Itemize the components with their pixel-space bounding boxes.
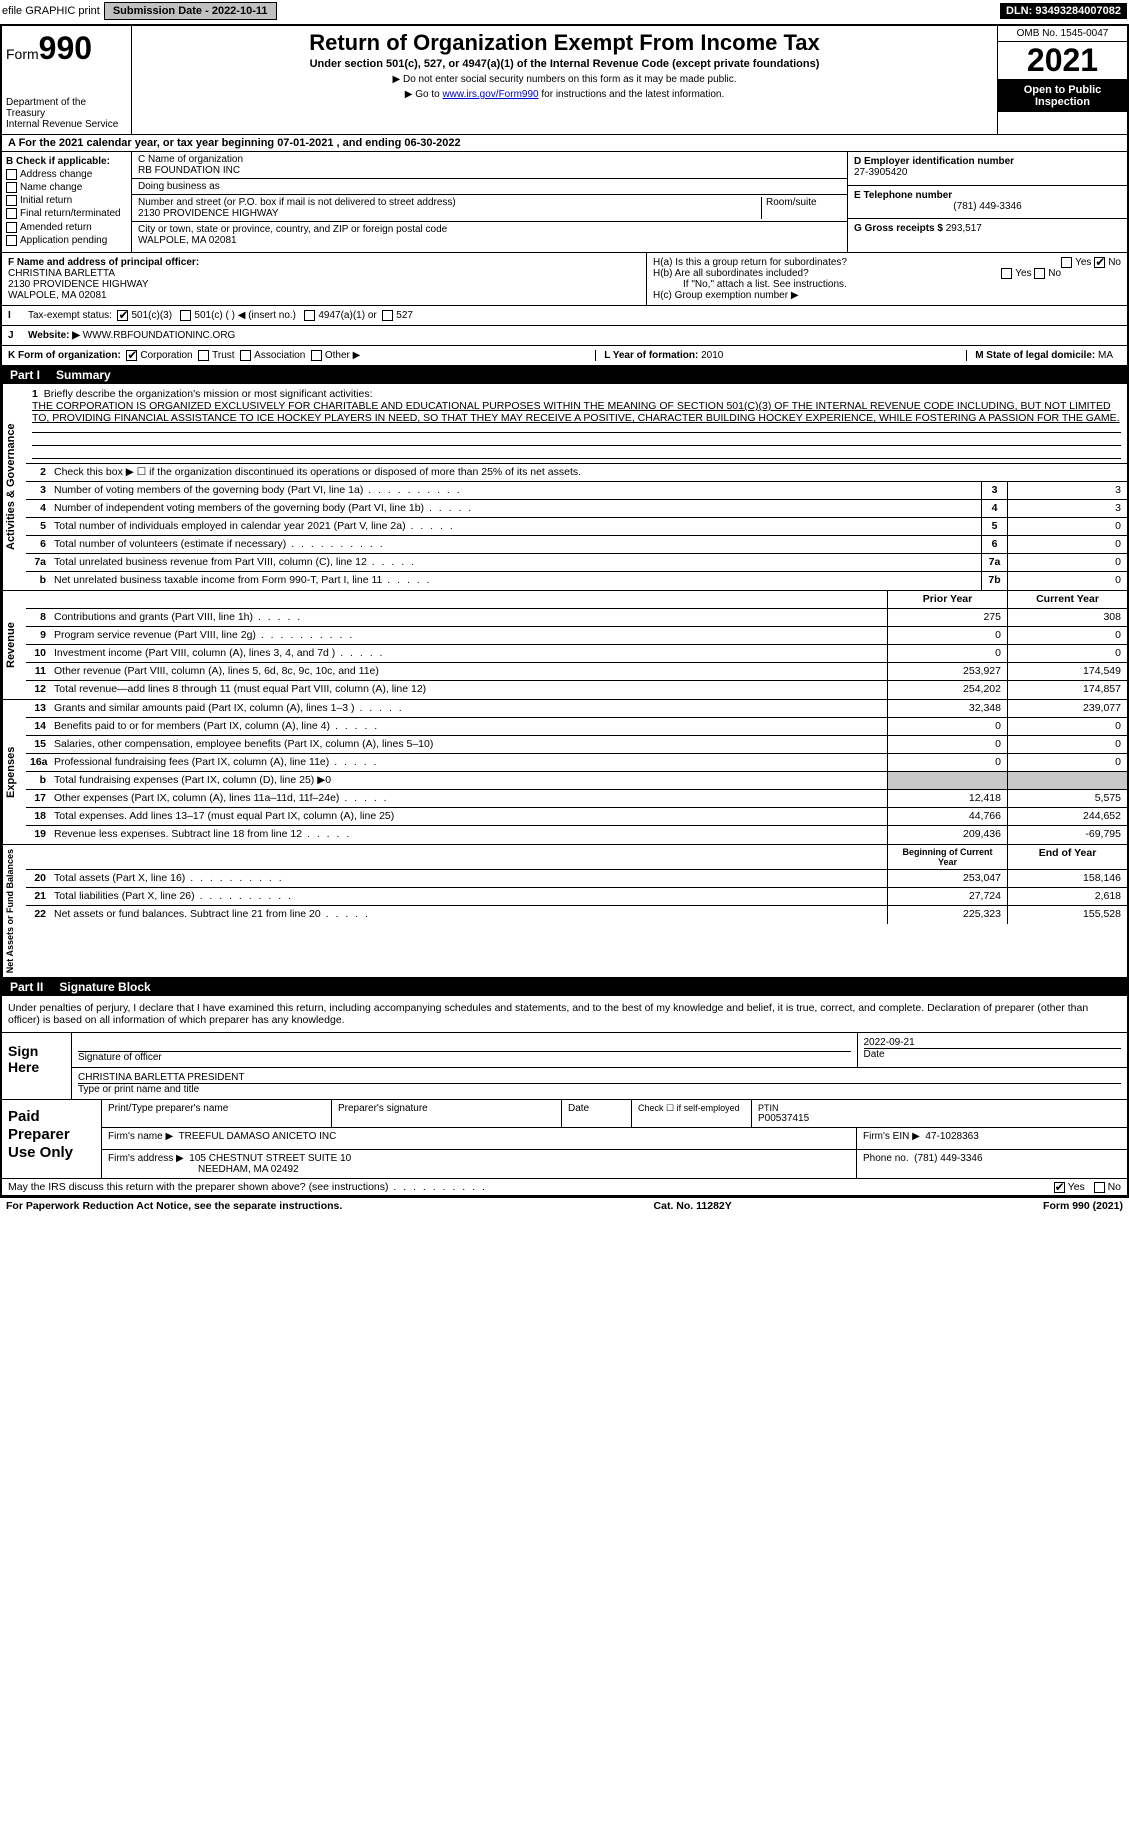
dept-label: Department of the Treasury (6, 97, 127, 119)
city-value: WALPOLE, MA 02081 (138, 235, 841, 246)
form-header: Form990 Department of the Treasury Inter… (2, 26, 1127, 135)
row-i-tax-status: I Tax-exempt status: 501(c)(3) 501(c) ( … (2, 306, 1127, 326)
firm-ein: 47-1028363 (925, 1131, 978, 1142)
mission-text: THE CORPORATION IS ORGANIZED EXCLUSIVELY… (32, 400, 1120, 424)
chk-trust[interactable] (198, 350, 209, 361)
officer-name-title: CHRISTINA BARLETTA PRESIDENT (78, 1072, 1121, 1083)
entity-block: B Check if applicable: Address change Na… (2, 152, 1127, 253)
form-990-frame: Form990 Department of the Treasury Inter… (0, 24, 1129, 1198)
gross-label: G Gross receipts $ (854, 223, 943, 234)
open-inspection: Open to Public Inspection (998, 80, 1127, 112)
phone-label: E Telephone number (854, 190, 1121, 201)
hb-no[interactable] (1034, 268, 1045, 279)
irs-label: Internal Revenue Service (6, 119, 127, 130)
omb-number: OMB No. 1545-0047 (998, 26, 1127, 42)
discuss-no[interactable] (1094, 1182, 1105, 1193)
col-b-checkboxes: B Check if applicable: Address change Na… (2, 152, 132, 252)
gov-vert-label: Activities & Governance (2, 384, 26, 590)
form-number: 990 (39, 30, 92, 66)
goto-note: ▶ Go to www.irs.gov/Form990 for instruct… (140, 89, 989, 100)
chk-assoc[interactable] (240, 350, 251, 361)
addr-value: 2130 PROVIDENCE HIGHWAY (138, 208, 761, 219)
preparer-phone: (781) 449-3346 (914, 1153, 982, 1164)
row-j-website: J Website: ▶ WWW.RBFOUNDATIONINC.ORG (2, 326, 1127, 346)
col-d-ein-phone: D Employer identification number 27-3905… (847, 152, 1127, 252)
addr-label: Number and street (or P.O. box if mail i… (138, 197, 761, 208)
group-return-h: H(a) Is this a group return for subordin… (647, 253, 1127, 305)
chk-app-pending[interactable] (6, 235, 17, 246)
efile-label: efile GRAPHIC print (2, 5, 100, 17)
ha-no[interactable] (1094, 257, 1105, 268)
sign-here-block: Sign Here Signature of officer 2022-09-2… (2, 1033, 1127, 1100)
form-word: Form (6, 46, 39, 62)
org-name: RB FOUNDATION INC (138, 165, 841, 176)
chk-address-change[interactable] (6, 169, 17, 180)
hb-yes[interactable] (1001, 268, 1012, 279)
expenses-section: Expenses 13Grants and similar amounts pa… (2, 700, 1127, 845)
net-assets-section: Net Assets or Fund Balances Beginning of… (2, 845, 1127, 978)
principal-officer: F Name and address of principal officer:… (2, 253, 647, 305)
header-middle: Return of Organization Exempt From Incom… (132, 26, 997, 134)
pra-notice: For Paperwork Reduction Act Notice, see … (6, 1200, 342, 1212)
net-vert-label: Net Assets or Fund Balances (2, 845, 26, 977)
chk-501c3[interactable] (117, 310, 128, 321)
chk-amended[interactable] (6, 222, 17, 233)
part-1-header: Part I Summary (2, 366, 1127, 384)
ha-yes[interactable] (1061, 257, 1072, 268)
chk-527[interactable] (382, 310, 393, 321)
ptin-value: P00537415 (758, 1113, 1121, 1124)
bottom-line: For Paperwork Reduction Act Notice, see … (0, 1198, 1129, 1214)
mission-block: 1 Briefly describe the organization's mi… (26, 384, 1127, 464)
col-b-header: B Check if applicable: (6, 156, 127, 167)
firm-name: TREEFUL DAMASO ANICETO INC (179, 1131, 337, 1142)
exp-vert-label: Expenses (2, 700, 26, 844)
efile-top-bar: efile GRAPHIC print Submission Date - 20… (0, 0, 1129, 22)
row-f-h: F Name and address of principal officer:… (2, 253, 1127, 306)
irs-link[interactable]: www.irs.gov/Form990 (442, 89, 538, 100)
website-value: WWW.RBFOUNDATIONINC.ORG (83, 330, 236, 341)
row-k-l-m: K Form of organization: Corporation Trus… (2, 346, 1127, 366)
chk-final-return[interactable] (6, 208, 17, 219)
chk-other[interactable] (311, 350, 322, 361)
ssn-note: ▶ Do not enter social security numbers o… (140, 74, 989, 85)
tax-year: 2021 (998, 42, 1127, 80)
header-left: Form990 Department of the Treasury Inter… (2, 26, 132, 134)
gross-value: 293,517 (946, 223, 982, 234)
dba-label: Doing business as (138, 181, 841, 192)
activities-governance-section: Activities & Governance 1 Briefly descri… (2, 384, 1127, 591)
part-2-header: Part II Signature Block (2, 978, 1127, 996)
paid-preparer-label: Paid Preparer Use Only (2, 1100, 102, 1178)
discuss-row: May the IRS discuss this return with the… (2, 1179, 1127, 1196)
chk-corp[interactable] (126, 350, 137, 361)
discuss-yes[interactable] (1054, 1182, 1065, 1193)
submission-date-button[interactable]: Submission Date - 2022-10-11 (104, 2, 277, 20)
city-label: City or town, state or province, country… (138, 224, 841, 235)
chk-4947[interactable] (304, 310, 315, 321)
cat-no: Cat. No. 11282Y (654, 1200, 732, 1212)
ein-label: D Employer identification number (854, 156, 1121, 167)
row-a-tax-year: A For the 2021 calendar year, or tax yea… (2, 135, 1127, 152)
paid-preparer-block: Paid Preparer Use Only Print/Type prepar… (2, 1100, 1127, 1179)
phone-value: (781) 449-3346 (854, 201, 1121, 212)
revenue-section: Revenue Prior YearCurrent Year 8Contribu… (2, 591, 1127, 700)
col-c-org-info: C Name of organization RB FOUNDATION INC… (132, 152, 847, 252)
chk-initial-return[interactable] (6, 195, 17, 206)
rev-vert-label: Revenue (2, 591, 26, 699)
perjury-declaration: Under penalties of perjury, I declare th… (2, 996, 1127, 1033)
ein-value: 27-3905420 (854, 167, 1121, 178)
sign-here-label: Sign Here (2, 1033, 72, 1099)
org-name-label: C Name of organization (138, 154, 841, 165)
chk-501c[interactable] (180, 310, 191, 321)
form-footer: Form 990 (2021) (1043, 1200, 1123, 1212)
dln-label: DLN: 93493284007082 (1000, 3, 1127, 19)
chk-name-change[interactable] (6, 182, 17, 193)
header-right: OMB No. 1545-0047 2021 Open to Public In… (997, 26, 1127, 134)
room-label: Room/suite (766, 197, 841, 208)
form-subtitle: Under section 501(c), 527, or 4947(a)(1)… (140, 58, 989, 70)
form-title: Return of Organization Exempt From Incom… (140, 30, 989, 56)
